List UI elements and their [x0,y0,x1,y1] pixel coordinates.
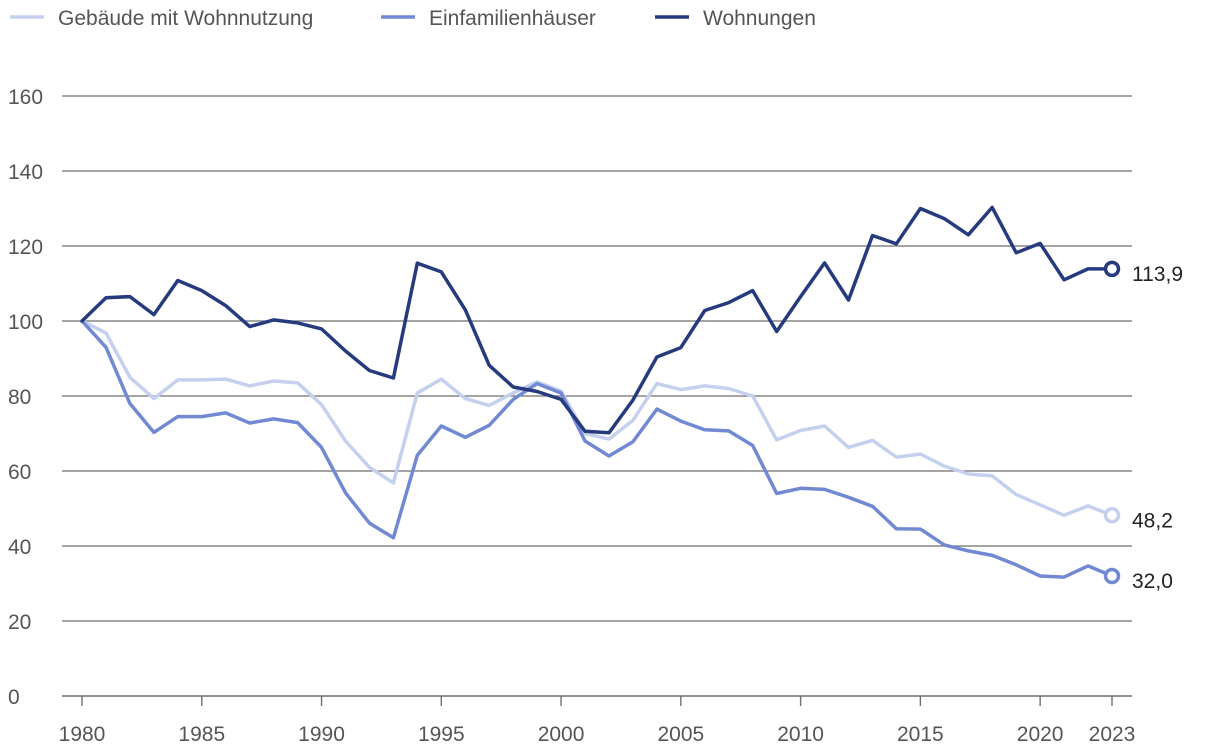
y-gridlines [62,95,1132,622]
end-marker-2 [1103,260,1121,278]
y-tick-label-60: 60 [8,461,31,484]
legend-label-0: Gebäude mit Wohnnutzung [58,7,313,30]
y-tick-label-120: 120 [8,236,43,259]
x-tick-label-2010: 2010 [777,723,824,746]
end-markers: 48,2 32,0 113,9 [1103,260,1183,593]
y-tick-label-100: 100 [8,311,43,334]
legend-label-2: Wohnungen [703,7,816,30]
y-tick-label-160: 160 [8,86,43,109]
series-lines [80,205,1114,579]
legend: Gebäude mit Wohnnutzung Einfamilienhäuser… [10,7,816,30]
y-tick-label-0: 0 [8,686,20,709]
y-tick-label-20: 20 [8,611,31,634]
y-tick-label-80: 80 [8,386,31,409]
y-tick-label-140: 140 [8,161,43,184]
x-tick-label-2000: 2000 [538,723,585,746]
end-label-0: 48,2 [1132,509,1173,532]
series-line-1 [80,319,1114,579]
x-tick-label-1985: 1985 [178,723,225,746]
x-tick-label-2020: 2020 [1017,723,1064,746]
x-tick-label-2005: 2005 [657,723,704,746]
series-line-0 [80,319,1114,518]
x-tick-label-2023: 2023 [1089,723,1136,746]
end-marker-0 [1103,507,1121,524]
x-tick-label-1990: 1990 [298,723,345,746]
end-label-1: 32,0 [1132,570,1173,593]
y-tick-label-40: 40 [8,536,31,559]
x-tick-label-1980: 1980 [59,723,106,746]
end-label-2: 113,9 [1132,263,1183,286]
legend-label-1: Einfamilienhäuser [429,7,596,30]
x-tick-label-1995: 1995 [418,723,465,746]
y-axis-ticks: 0 20 40 60 80 100 120 140 160 [8,86,43,709]
x-tick-label-2015: 2015 [897,723,944,746]
end-marker-1 [1103,567,1121,585]
x-axis: 1980 1985 1990 1995 2000 2005 2010 2015 2020 2023 [59,695,1136,746]
series-line-2 [80,205,1114,435]
